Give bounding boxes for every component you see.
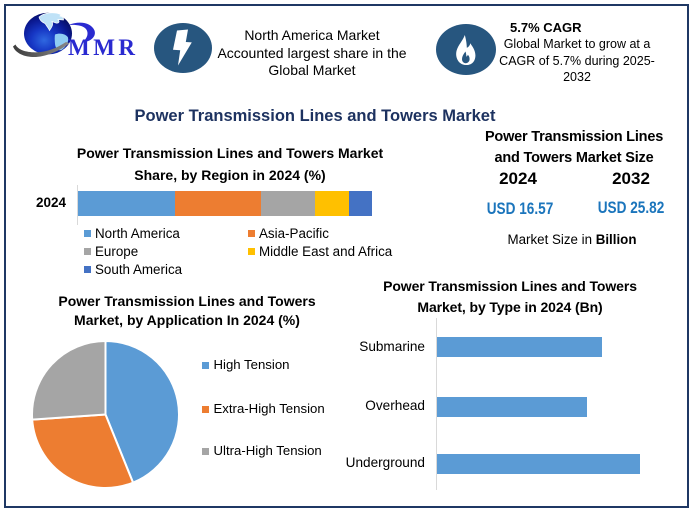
svg-text:MMR: MMR: [68, 35, 139, 60]
